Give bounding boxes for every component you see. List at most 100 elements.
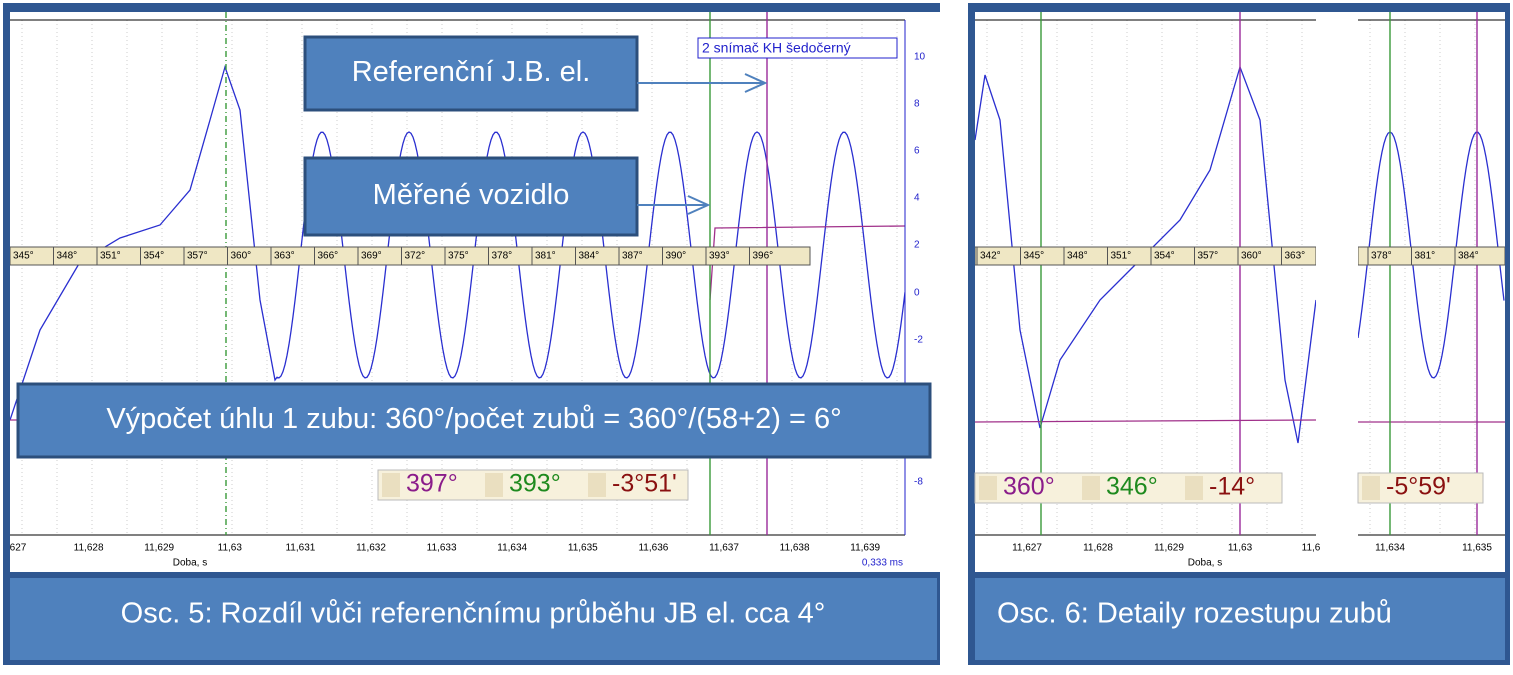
x-tick-label: 11,635 xyxy=(1462,543,1492,554)
readout-icon xyxy=(1185,476,1203,500)
readout-box xyxy=(974,472,1283,504)
ruler-label: 363° xyxy=(274,251,295,262)
x-axis-label: Doba, s xyxy=(1188,558,1222,569)
ruler-label: 381° xyxy=(1415,251,1436,262)
readout-icon xyxy=(382,473,400,497)
ruler-label: 384° xyxy=(1458,251,1479,262)
x-axis-label: Doba, s xyxy=(173,558,207,569)
callout-text: Výpočet úhlu 1 zubu: 360°/počet zubů = 3… xyxy=(106,403,841,435)
ruler-label: 375° xyxy=(448,251,469,262)
x-tick-label: 11,632 xyxy=(356,543,386,554)
callout-text: Referenční J.B. el. xyxy=(352,56,591,88)
caption-bar xyxy=(10,578,937,660)
x-tick-label: 11,631 xyxy=(285,543,315,554)
x-tick-label: 11,633 xyxy=(427,543,457,554)
ruler-label: 351° xyxy=(1111,251,1132,262)
ruler-label: 387° xyxy=(622,251,643,262)
angle-ruler xyxy=(10,246,811,266)
ruler-label: 396° xyxy=(753,251,774,262)
x-tick-label: 11,638 xyxy=(780,543,810,554)
x-tick-label: 627 xyxy=(10,543,27,554)
x-tick-label: 11,634 xyxy=(497,543,527,554)
ruler-label: 378° xyxy=(1371,251,1392,262)
arrow-head xyxy=(744,73,768,93)
x-tick-label: 11,629 xyxy=(144,543,174,554)
readout-value: 393° xyxy=(509,470,561,498)
caption-bar xyxy=(975,578,1505,660)
caption: Osc. 5: Rozdíl vůči referenčnímu průběhu… xyxy=(121,598,826,630)
y-tick-label: 4 xyxy=(914,193,920,204)
callout-box xyxy=(303,156,639,237)
ruler-label: 345° xyxy=(13,251,34,262)
readout-box xyxy=(377,469,689,501)
x-tick-label: 11,627 xyxy=(1012,543,1042,554)
callout-box xyxy=(16,382,932,459)
angle-ruler xyxy=(975,246,1316,266)
ruler-label: 390° xyxy=(666,251,687,262)
y-tick-label: 8 xyxy=(914,99,920,110)
x-tick-label: 11,637 xyxy=(709,543,739,554)
x-tick-label: 11,634 xyxy=(1375,543,1405,554)
y-tick-label: 2 xyxy=(914,240,920,251)
ruler-label: 348° xyxy=(57,251,78,262)
angle-ruler xyxy=(1358,246,1505,266)
ruler-label: 360° xyxy=(1241,251,1262,262)
callout-text: Měřené vozidlo xyxy=(373,179,570,211)
x-tick-label: 11,63 xyxy=(218,543,243,554)
plot: 342° 345° 348° 351° 354° 357° 360° 363° xyxy=(975,12,1316,536)
channel-label: 2 snímač KH šedočerný xyxy=(702,40,851,56)
channel-trace xyxy=(975,419,1316,423)
channel-label-box xyxy=(697,37,898,59)
ruler-label: 360° xyxy=(231,251,252,262)
ruler-label: 393° xyxy=(709,251,730,262)
readout-value: 397° xyxy=(406,470,458,498)
ruler-label: 345° xyxy=(1024,251,1045,262)
gap xyxy=(1317,12,1357,572)
x-tick-label: 11,628 xyxy=(1083,543,1113,554)
y-tick-label: -8 xyxy=(914,477,923,488)
x-tick-label: 11,639 xyxy=(850,543,880,554)
ruler-label: 354° xyxy=(144,251,165,262)
ruler-label: 357° xyxy=(187,251,208,262)
ruler-label: 381° xyxy=(535,251,556,262)
readout-icon xyxy=(979,476,997,500)
ruler-label: 366° xyxy=(318,251,339,262)
x-tick-label: 11,636 xyxy=(638,543,668,554)
callout-box xyxy=(303,35,639,112)
arrow-head xyxy=(687,195,711,215)
ruler-label: 384° xyxy=(579,251,600,262)
y-tick-label: -2 xyxy=(914,335,923,346)
scale-note: 0,333 ms xyxy=(862,558,903,569)
readout-value: 346° xyxy=(1106,473,1158,501)
y-tick-label: 6 xyxy=(914,146,920,157)
readout-value: -5°59' xyxy=(1386,473,1451,501)
ruler-label: 372° xyxy=(405,251,426,262)
ruler-label: 357° xyxy=(1198,251,1219,262)
readout-icon xyxy=(1362,476,1380,500)
ruler-label: 363° xyxy=(1285,251,1306,262)
ruler-label: 342° xyxy=(980,251,1001,262)
readout-icon xyxy=(588,473,606,497)
x-tick-label: 11,635 xyxy=(568,543,598,554)
x-tick-label: 11,628 xyxy=(74,543,104,554)
ruler-label: 348° xyxy=(1067,251,1088,262)
x-tick-label: 11,6 xyxy=(1302,543,1321,554)
readout-icon xyxy=(1082,476,1100,500)
ruler-label: 351° xyxy=(100,251,121,262)
plot: 378° 381° 384° xyxy=(1358,12,1505,536)
readout-value: -14° xyxy=(1209,473,1255,501)
readout-icon xyxy=(485,473,503,497)
ruler-label: 369° xyxy=(361,251,382,262)
y-tick-label: 0 xyxy=(914,288,920,299)
x-tick-label: 11,629 xyxy=(1154,543,1184,554)
ruler-label: 378° xyxy=(492,251,513,262)
caption: Osc. 6: Detaily rozestupu zubů xyxy=(997,598,1392,630)
x-tick-label: 11,63 xyxy=(1228,543,1253,554)
waveform xyxy=(1358,131,1505,379)
waveform xyxy=(10,64,905,421)
readout-value: 360° xyxy=(1003,473,1055,501)
y-tick-label: 10 xyxy=(914,52,926,63)
readout-value: -3°51' xyxy=(612,470,677,498)
ruler-label: 354° xyxy=(1154,251,1175,262)
